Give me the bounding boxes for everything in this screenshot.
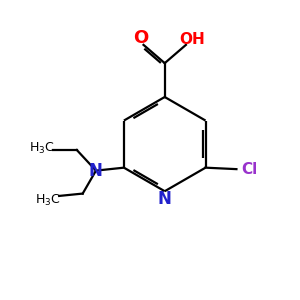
Text: O: O — [133, 29, 148, 47]
Text: Cl: Cl — [241, 162, 257, 177]
Text: H$_3$C: H$_3$C — [29, 141, 55, 156]
Text: N: N — [158, 190, 172, 208]
Text: N: N — [88, 162, 102, 180]
Text: H$_3$C: H$_3$C — [35, 193, 61, 208]
Text: OH: OH — [179, 32, 205, 47]
